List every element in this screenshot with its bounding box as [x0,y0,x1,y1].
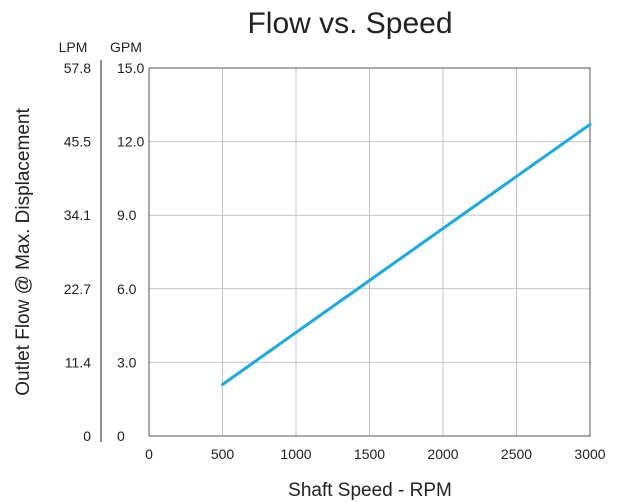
y-tick-label-lpm: 22.7 [64,281,91,297]
y-tick-label-gpm: 9.0 [117,207,137,223]
series-line [221,122,592,386]
x-tick-label: 1500 [354,446,385,462]
grid-lines [149,68,590,436]
y-tick-label-gpm: 6.0 [117,281,137,297]
y-tick-label-gpm: 15.0 [117,60,144,76]
x-tick-label: 3000 [574,446,605,462]
x-tick-label: 2000 [427,446,458,462]
chart-title: Flow vs. Speed [247,7,452,40]
x-tick-label: 500 [211,446,235,462]
y-tick-label-lpm: 57.8 [64,60,91,76]
y-tick-label-gpm: 0 [117,428,125,444]
y-tick-label-gpm: 3.0 [117,354,137,370]
x-tick-label: 0 [145,446,153,462]
x-tick-label: 1000 [280,446,311,462]
plot-area-frame [148,67,591,437]
x-tick-labels: 0 500 1000 1500 2000 2500 3000 [145,446,606,462]
y-axis-title: Outlet Flow @ Max. Displacement [13,108,34,396]
y-tick-labels: 0 0 3.0 11.4 6.0 22.7 9.0 34.1 12.0 45.5 15.0 57.8 [64,60,145,444]
x-tick-label: 2500 [501,446,532,462]
lpm-unit-label: LPM [59,39,88,55]
y-tick-label-lpm: 0 [83,428,91,444]
y-tick-label-lpm: 34.1 [64,207,91,223]
x-axis-title: Shaft Speed - RPM [288,480,452,501]
y-tick-label-lpm: 45.5 [64,134,91,150]
y-tick-label-gpm: 12.0 [117,134,144,150]
y-tick-label-lpm: 11.4 [65,354,91,370]
gpm-unit-label: GPM [110,39,142,55]
